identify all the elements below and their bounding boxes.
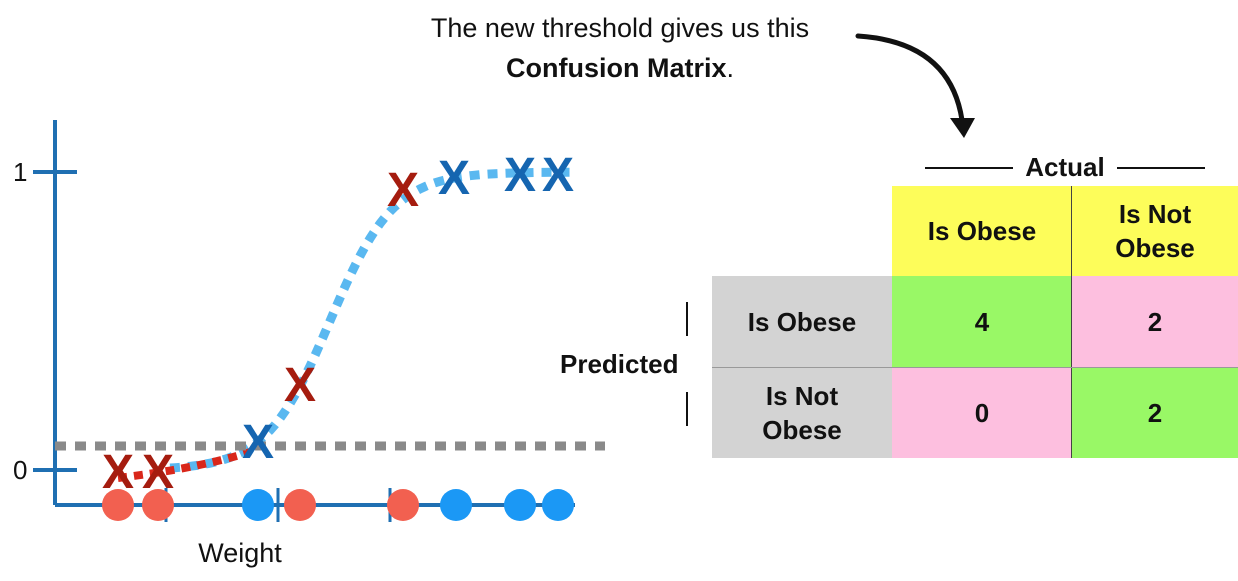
predicted-rule-top [686,302,688,336]
row-header-is-obese-label: Is Obese [748,305,856,339]
logistic-curve [169,167,576,473]
cell-false-negative: 0 [892,367,1072,458]
cell-true-positive: 4 [892,276,1072,367]
col-header-is-obese: Is Obese [892,186,1072,276]
row-header-is-not-obese: Is Not Obese [712,367,892,458]
actual-rule-right [1117,167,1205,169]
cell-true-negative-value: 2 [1147,397,1163,428]
caption: The new threshold gives us this Confusio… [370,8,870,88]
cell-false-negative-value: 0 [974,397,990,428]
col-header-is-not-obese-line-2: Obese [1115,233,1195,263]
cell-false-positive: 2 [1072,276,1238,367]
axis-dot-2 [142,489,174,521]
y-tick-label-0: 0 [13,455,27,485]
axis-dot-3 [242,489,274,521]
data-point-8: X [542,149,574,202]
matrix-row-divider [712,367,1238,368]
caption-line-1: The new threshold gives us this [430,13,810,43]
actual-header: Actual [925,152,1205,182]
axis-dot-5 [387,489,419,521]
col-header-is-not-obese-line-1: Is Not [1118,199,1192,229]
axis-dot-8 [542,489,574,521]
caption-bold-term: Confusion Matrix [505,53,727,83]
row-header-is-obese-line-1: Is Obese [747,306,857,337]
predicted-label: Predicted [560,349,679,379]
axis-dot-7 [504,489,536,521]
cell-true-negative: 2 [1072,367,1238,458]
actual-rule-left [925,167,1013,169]
axis-dot-4 [284,489,316,521]
axis-dot-6 [440,489,472,521]
row-header-is-obese: Is Obese [712,276,892,367]
caption-line-2: Confusion Matrix. [370,48,870,88]
logistic-curve-low-segment [117,448,252,482]
row-header-is-not-obese-line-2: Obese [762,414,842,445]
cell-false-positive-value: 2 [1147,306,1163,337]
col-header-is-obese-line-1: Is Obese [927,216,1037,246]
matrix-column-divider [1071,186,1072,458]
axis-dot-1 [102,489,134,521]
caption-period: . [726,53,734,83]
data-point-7: X [504,149,536,202]
data-point-4: X [284,359,316,412]
col-header-is-obese-label: Is Obese [928,214,1036,248]
data-point-5: X [387,164,419,217]
data-point-3: X [242,416,274,469]
row-header-is-not-obese-label: Is Not Obese [762,379,842,447]
data-point-6: X [438,152,470,205]
cell-true-positive-value: 4 [974,306,990,337]
y-tick-label-1: 1 [13,157,27,187]
col-header-is-not-obese-label: Is Not Obese [1115,197,1195,265]
row-header-is-not-obese-line-1: Is Not [765,380,839,411]
actual-label: Actual [1025,152,1105,182]
x-axis-label: Weight [198,538,282,568]
col-header-is-not-obese: Is Not Obese [1072,186,1238,276]
predicted-rule-bottom [686,392,688,426]
